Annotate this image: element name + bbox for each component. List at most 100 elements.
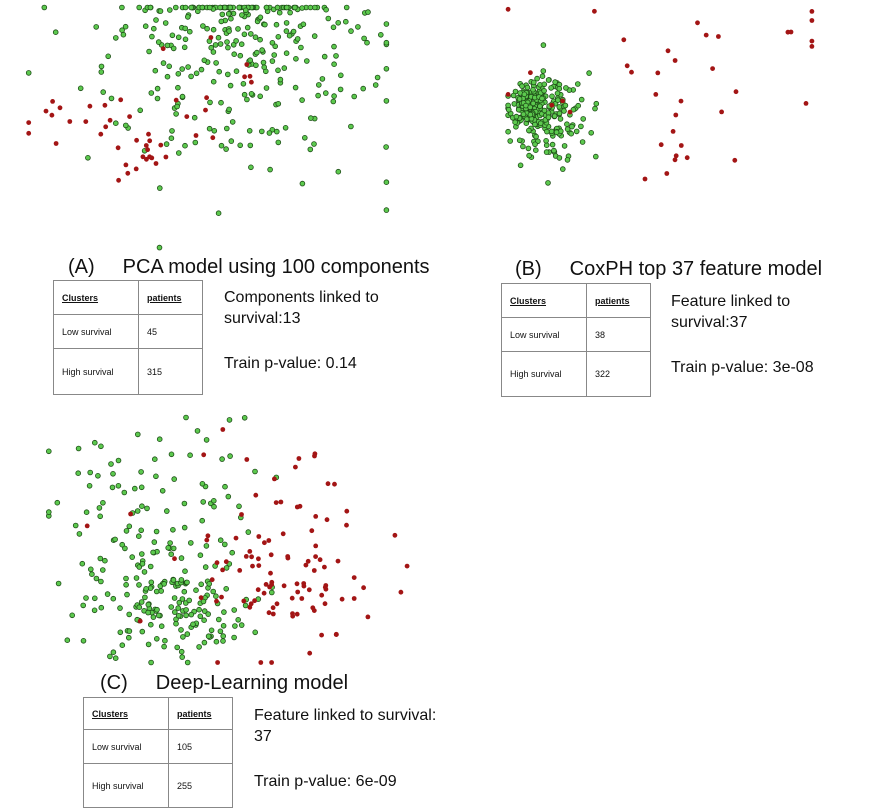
high-survival-point xyxy=(242,602,249,609)
high-survival-point xyxy=(161,643,167,650)
high-survival-point xyxy=(184,579,190,586)
high-survival-point xyxy=(79,560,86,567)
high-survival-point xyxy=(530,86,536,93)
high-survival-point xyxy=(543,149,550,155)
high-survival-point xyxy=(532,121,538,128)
low-survival-point xyxy=(281,583,287,589)
low-survival-point xyxy=(266,538,272,543)
low-survival-point xyxy=(244,62,250,67)
low-survival-point xyxy=(592,8,597,14)
high-survival-point xyxy=(266,130,273,136)
high-survival-point xyxy=(267,166,273,173)
high-survival-point xyxy=(216,616,222,623)
high-survival-point xyxy=(283,4,290,11)
high-survival-point xyxy=(55,580,62,587)
high-survival-point xyxy=(556,104,563,110)
high-survival-point xyxy=(564,157,571,163)
low-survival-point xyxy=(294,611,300,617)
low-survival-point xyxy=(273,500,279,505)
high-survival-point xyxy=(168,551,174,558)
high-survival-point xyxy=(218,142,225,149)
high-survival-point xyxy=(91,595,98,602)
low-survival-point xyxy=(673,112,679,118)
high-survival-point xyxy=(321,53,328,60)
high-survival-point xyxy=(282,125,289,131)
high-survival-point xyxy=(154,85,161,92)
low-survival-point xyxy=(344,522,349,528)
high-survival-point xyxy=(530,100,537,107)
high-survival-point xyxy=(138,527,144,534)
high-survival-point xyxy=(188,73,194,80)
high-survival-point xyxy=(215,210,222,217)
high-survival-point xyxy=(222,483,228,490)
high-survival-point xyxy=(259,47,265,53)
high-survival-point xyxy=(294,36,301,42)
high-survival-point xyxy=(141,569,148,575)
low-survival-point xyxy=(294,581,300,587)
cluster-table-b: Clusters patients Low survival 38 High sur… xyxy=(500,283,651,397)
low-survival-point xyxy=(102,102,108,108)
low-survival-point xyxy=(158,142,164,148)
high-survival-point xyxy=(351,93,358,100)
high-survival-point xyxy=(145,601,152,608)
high-survival-point xyxy=(165,545,171,551)
high-survival-point xyxy=(551,147,557,154)
low-survival-point xyxy=(269,660,274,665)
high-survival-point xyxy=(505,107,512,113)
high-survival-point xyxy=(213,60,219,66)
high-survival-point xyxy=(139,561,146,567)
high-survival-point xyxy=(122,545,128,552)
cluster-table-a: Clusters patients Low survival 45 High sur… xyxy=(52,280,203,395)
info-block-c: Feature linked to survival: 37 Train p-v… xyxy=(254,705,444,792)
low-survival-point xyxy=(53,141,59,146)
low-survival-point xyxy=(695,20,700,26)
high-survival-point xyxy=(540,42,547,48)
high-survival-point xyxy=(186,597,193,604)
low-survival-point xyxy=(118,97,124,103)
high-survival-point xyxy=(139,628,146,635)
low-survival-point xyxy=(123,162,129,168)
high-survival-point xyxy=(64,637,71,644)
high-survival-point xyxy=(311,141,317,147)
high-survival-point xyxy=(76,531,83,537)
high-survival-point xyxy=(323,6,329,13)
high-survival-point xyxy=(537,120,544,126)
low-survival-point xyxy=(716,34,721,39)
high-survival-point xyxy=(96,505,103,511)
low-survival-point xyxy=(324,517,330,523)
low-survival-point xyxy=(263,582,269,587)
high-survival-point xyxy=(117,629,124,636)
low-survival-point xyxy=(205,533,211,539)
high-survival-point xyxy=(182,36,189,43)
high-survival-point xyxy=(569,123,575,130)
low-survival-point xyxy=(261,590,267,596)
high-survival-point xyxy=(331,93,337,99)
high-survival-point xyxy=(173,111,179,117)
high-survival-point xyxy=(331,61,337,67)
low-survival-point xyxy=(339,596,345,602)
high-survival-point xyxy=(153,588,160,595)
low-survival-point xyxy=(116,177,121,183)
low-survival-point xyxy=(528,70,533,76)
low-survival-point xyxy=(719,109,724,115)
high-survival-point xyxy=(360,85,367,92)
low-survival-point xyxy=(361,585,366,591)
high-survival-point xyxy=(80,602,86,609)
high-survival-point xyxy=(215,34,222,41)
high-survival-point xyxy=(72,522,79,529)
high-survival-point xyxy=(171,595,178,601)
low-survival-point xyxy=(233,535,239,541)
high-survival-point xyxy=(325,15,332,22)
low-survival-point xyxy=(249,554,255,560)
high-survival-point xyxy=(154,636,160,642)
low-survival-point xyxy=(505,92,511,97)
high-survival-point xyxy=(541,107,548,114)
high-survival-point xyxy=(99,567,106,573)
high-survival-point xyxy=(201,639,208,646)
low-survival-point xyxy=(147,138,153,144)
high-survival-point xyxy=(311,33,318,39)
low-survival-point xyxy=(84,523,90,529)
high-survival-point xyxy=(139,551,145,557)
panel-tag-a: (A) xyxy=(68,256,95,278)
high-survival-point xyxy=(179,596,186,602)
